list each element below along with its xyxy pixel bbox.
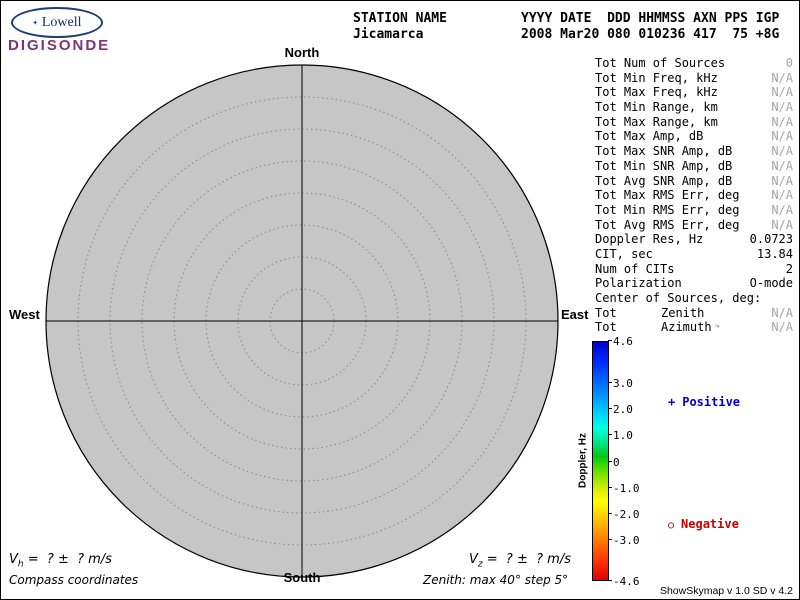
compass-label-east: East xyxy=(561,307,589,322)
stat-label: Tot Min SNR Amp, dB xyxy=(595,158,733,173)
stat-value: N/A xyxy=(771,173,793,188)
stat-label: Num of CITs xyxy=(595,261,675,276)
compass-label-north: North xyxy=(284,45,320,60)
center-row-value: N/A xyxy=(771,305,793,320)
center-row-label: Tot xyxy=(595,320,617,335)
zenith-range-note: Zenith: max 40° step 5° xyxy=(423,573,569,587)
stat-value: N/A xyxy=(771,85,793,100)
stat-value: N/A xyxy=(771,129,793,144)
stat-value: N/A xyxy=(771,114,793,129)
colorbar-tick-label: 0 xyxy=(608,456,620,469)
stat-label: Tot Avg RMS Err, deg xyxy=(595,217,740,232)
colorbar-tick-label: 2.0 xyxy=(608,403,633,416)
header-values: 2008 Mar20 080 010236 417 75 +8G xyxy=(521,27,780,42)
stat-label: Tot Avg SNR Amp, dB xyxy=(595,173,733,188)
legend-negative: ○ Negative xyxy=(668,517,739,531)
logo-ellipse: ✦ Lowell xyxy=(11,7,103,38)
stat-row: Tot Avg RMS Err, deg N/A xyxy=(595,218,793,233)
legend-positive: + Positive xyxy=(668,395,740,409)
stat-label: Tot Max Amp, dB xyxy=(595,129,704,144)
doppler-colorbar xyxy=(592,341,609,581)
plus-icon: + xyxy=(668,395,676,409)
stat-row: Tot Avg SNR Amp, dB N/A xyxy=(595,174,793,189)
station-name-value: Jicamarca xyxy=(353,27,424,42)
stat-value: 2 xyxy=(785,261,793,276)
stat-row: Tot Min RMS Err, deg N/A xyxy=(595,203,793,218)
colorbar-tick-label: 3.0 xyxy=(608,377,633,390)
version-text: ShowSkymap v 1.0 SD v 4.2 xyxy=(659,585,793,597)
header-columns-label: YYYY DATE DDD HHMMSS AXN PPS IGP xyxy=(521,11,780,26)
skymap-plot xyxy=(45,64,559,578)
stat-row: Num of CITs 2 xyxy=(595,262,793,277)
center-row-zenith: Tot Zenith N/A xyxy=(595,306,793,321)
stat-row: Doppler Res, Hz 0.0723 xyxy=(595,232,793,247)
stat-value: 0 xyxy=(785,56,793,70)
stat-label: CIT, sec xyxy=(595,246,653,261)
stat-value: O-mode xyxy=(749,276,793,291)
stat-value: 0.0723 xyxy=(749,232,793,247)
stat-value: N/A xyxy=(771,188,793,203)
vertical-velocity-readout: Vz = ? ± ? m/s xyxy=(469,552,571,570)
stat-row: Tot Min SNR Amp, dB N/A xyxy=(595,159,793,174)
colorbar-tick-label: -1.0 xyxy=(608,482,640,495)
azimuth-arrow-icon: ↷ xyxy=(714,322,720,333)
stat-label: Tot Min Freq, kHz xyxy=(595,70,718,85)
center-row-name: Zenith xyxy=(661,305,705,320)
compass-coordinates-note: Compass coordinates xyxy=(9,573,139,587)
stat-label: Tot Num of Sources xyxy=(595,56,726,70)
colorbar-tick-label: -4.6 xyxy=(608,575,640,588)
colorbar-tick-label: -3.0 xyxy=(608,534,640,547)
stat-row: Polarization O-mode xyxy=(595,276,793,291)
colorbar-tick-label: 1.0 xyxy=(608,429,633,442)
stat-label: Tot Max RMS Err, deg xyxy=(595,188,740,203)
stats-panel: Tot Num of Sources 0 Tot Min Freq, kHz N/A… xyxy=(595,56,793,335)
station-name-label: STATION NAME xyxy=(353,11,447,26)
stat-row: Tot Min Freq, kHz N/A xyxy=(595,71,793,86)
center-row-azimuth: Tot Azimuth ↷ N/A xyxy=(595,320,793,335)
center-row-label: Tot xyxy=(595,305,617,320)
compass-label-west: West xyxy=(9,307,40,322)
circle-icon: ○ xyxy=(668,520,675,531)
center-row-name: Azimuth xyxy=(661,320,712,335)
stat-value: N/A xyxy=(771,144,793,159)
stat-label: Tot Max Freq, kHz xyxy=(595,85,718,100)
logo-brand: Lowell xyxy=(41,14,82,30)
stat-row: Tot Max Range, km N/A xyxy=(595,115,793,130)
colorbar-tick-label: 4.6 xyxy=(608,335,633,348)
stat-value: N/A xyxy=(771,202,793,217)
stat-label: Polarization xyxy=(595,276,682,291)
logo-star-icon: ✦ xyxy=(32,17,38,28)
stat-value: N/A xyxy=(771,100,793,115)
stat-row: Tot Max Amp, dB N/A xyxy=(595,129,793,144)
legend-positive-label: Positive xyxy=(682,395,741,409)
stat-value: 13.84 xyxy=(756,246,793,261)
colorbar-title: Doppler, Hz xyxy=(577,433,589,489)
center-of-sources-header: Center of Sources, deg: xyxy=(595,291,762,305)
stat-row: Tot Max Freq, kHz N/A xyxy=(595,85,793,100)
logo-product: DIGISONDE xyxy=(8,37,111,54)
stat-row: CIT, sec 13.84 xyxy=(595,247,793,262)
stat-row: Tot Max RMS Err, deg N/A xyxy=(595,188,793,203)
stat-row: Tot Min Range, km N/A xyxy=(595,100,793,115)
compass-label-south: South xyxy=(283,570,321,585)
stat-value: N/A xyxy=(771,217,793,232)
colorbar-tick-label: -2.0 xyxy=(608,508,640,521)
stat-label: Tot Min RMS Err, deg xyxy=(595,202,740,217)
horizontal-velocity-readout: Vh = ? ± ? m/s xyxy=(9,552,112,570)
stat-value: N/A xyxy=(771,158,793,173)
stat-value: N/A xyxy=(771,70,793,85)
legend-negative-label: Negative xyxy=(681,517,739,531)
stat-label: Tot Max SNR Amp, dB xyxy=(595,144,733,159)
stat-row: Tot Num of Sources 0 xyxy=(595,56,793,71)
stat-label: Tot Max Range, km xyxy=(595,114,718,129)
center-row-value: N/A xyxy=(771,320,793,335)
stat-label: Doppler Res, Hz xyxy=(595,232,704,247)
stat-label: Tot Min Range, km xyxy=(595,100,718,115)
stat-row: Tot Max SNR Amp, dB N/A xyxy=(595,144,793,159)
